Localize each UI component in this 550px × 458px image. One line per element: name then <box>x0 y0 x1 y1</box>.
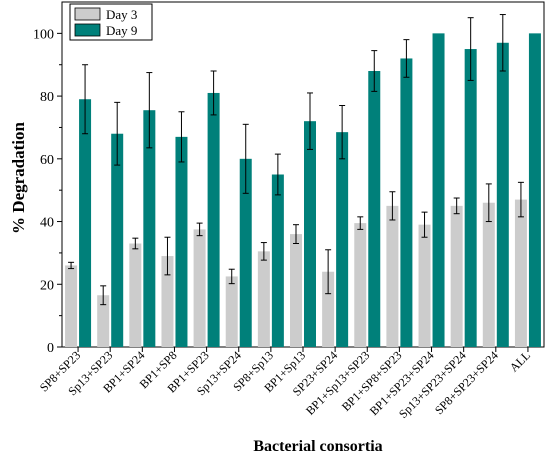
bar-day-9 <box>207 92 220 347</box>
bar-day-9 <box>368 71 381 347</box>
y-axis: 0 20 40 60 80 100 <box>33 27 62 356</box>
bar-day-3 <box>257 251 270 347</box>
bar-day-9 <box>111 133 124 347</box>
bar-day-3 <box>129 243 142 347</box>
bar-series-group <box>65 33 541 348</box>
y-tick-label: 0 <box>47 341 54 356</box>
bar-day-9 <box>336 132 349 347</box>
bar-day-3 <box>161 256 174 347</box>
bar-day-3 <box>97 295 110 347</box>
bar-day-3 <box>65 265 78 347</box>
bar-day-9 <box>400 58 413 348</box>
bar-day-3 <box>225 276 238 347</box>
bar-day-9 <box>143 110 156 347</box>
x-axis: SP8+SP23Sp13+SP23BP1+SP24BP1+SP8BP1+SP23… <box>37 347 533 421</box>
bar-day-9 <box>79 99 92 348</box>
legend-label-day-9: Day 9 <box>106 23 137 38</box>
bar-day-9 <box>175 136 188 347</box>
bar-day-9 <box>432 33 445 347</box>
bar-day-3 <box>418 224 431 347</box>
bar-day-9 <box>496 42 509 347</box>
y-axis-label: % Degradation <box>9 122 28 234</box>
bar-day-3 <box>193 229 206 347</box>
x-tick-label: ALL <box>507 348 533 374</box>
y-tick-label: 100 <box>33 27 54 42</box>
bar-day-3 <box>514 199 527 347</box>
y-tick-label: 80 <box>40 90 54 105</box>
bar-day-3 <box>450 205 463 347</box>
bar-day-9 <box>304 121 316 347</box>
bar-day-3 <box>322 271 335 347</box>
legend-label-day-3: Day 3 <box>106 7 137 22</box>
legend-swatch-day-9 <box>74 23 101 37</box>
x-axis-label: Bacterial consortia <box>253 438 382 455</box>
error-bar-group <box>68 14 524 306</box>
legend: Day 3 Day 9 <box>69 3 153 41</box>
bar-day-9 <box>239 158 252 347</box>
y-tick-label: 40 <box>40 216 54 231</box>
y-tick-label: 60 <box>40 153 54 168</box>
legend-swatch-day-3 <box>74 7 101 21</box>
bar-day-3 <box>386 205 399 347</box>
bar-day-3 <box>290 234 302 347</box>
bar-day-3 <box>354 223 367 347</box>
bar-day-9 <box>528 33 541 347</box>
y-tick-label: 20 <box>40 278 54 293</box>
bar-day-9 <box>271 174 284 347</box>
bar-day-3 <box>482 202 495 347</box>
bar-day-9 <box>464 49 477 347</box>
